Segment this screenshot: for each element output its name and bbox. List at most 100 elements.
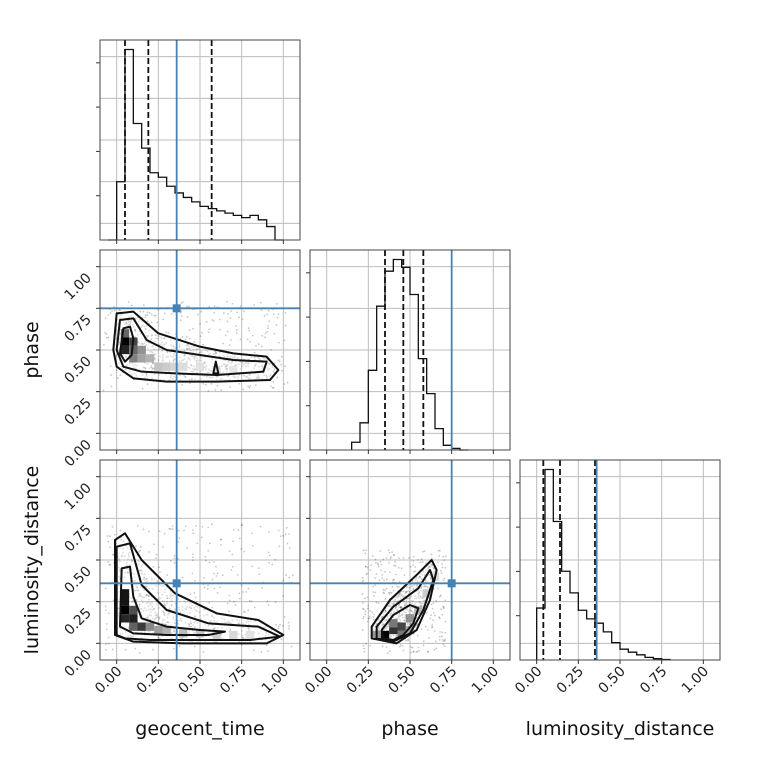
sample-point bbox=[191, 370, 194, 373]
sample-point bbox=[405, 590, 408, 593]
sample-point bbox=[422, 585, 425, 588]
sample-point bbox=[281, 625, 284, 627]
sample-point bbox=[255, 344, 257, 347]
sample-point bbox=[441, 635, 443, 638]
sample-point bbox=[192, 532, 195, 535]
sample-point bbox=[158, 343, 161, 346]
sample-point bbox=[178, 537, 181, 539]
sample-point bbox=[375, 623, 378, 626]
sample-point bbox=[269, 363, 272, 365]
sample-point bbox=[268, 561, 271, 564]
sample-point bbox=[384, 609, 386, 612]
sample-point bbox=[443, 577, 446, 580]
sample-point bbox=[147, 615, 150, 618]
sample-point bbox=[145, 578, 148, 581]
sample-point bbox=[367, 604, 370, 607]
sample-point bbox=[162, 546, 164, 548]
sample-point bbox=[408, 623, 411, 626]
sample-point bbox=[416, 650, 419, 653]
sample-point bbox=[219, 351, 221, 354]
sample-point bbox=[180, 315, 183, 317]
sample-point bbox=[127, 558, 130, 560]
sample-point bbox=[209, 352, 212, 355]
sample-point bbox=[412, 650, 415, 653]
panel-marginal-geocent-time bbox=[96, 39, 301, 244]
sample-point bbox=[265, 375, 268, 378]
sample-point bbox=[184, 601, 187, 604]
sample-point bbox=[408, 597, 411, 600]
sample-point bbox=[439, 595, 441, 598]
sample-point bbox=[443, 645, 446, 648]
sample-point bbox=[391, 585, 394, 588]
sample-point bbox=[396, 596, 399, 599]
sample-point bbox=[282, 534, 285, 537]
sample-point bbox=[143, 607, 146, 610]
sample-point bbox=[231, 361, 234, 363]
sample-point bbox=[187, 631, 190, 634]
sample-point bbox=[392, 634, 395, 637]
sample-point bbox=[138, 318, 141, 321]
sample-point bbox=[384, 610, 387, 613]
sample-point bbox=[169, 339, 172, 342]
sample-point bbox=[274, 601, 277, 603]
sample-point bbox=[197, 313, 200, 316]
sample-point bbox=[221, 377, 224, 380]
sample-point bbox=[372, 591, 375, 594]
sample-point bbox=[245, 591, 248, 593]
sample-point bbox=[381, 616, 384, 618]
sample-point bbox=[369, 615, 371, 618]
sample-point bbox=[397, 594, 400, 597]
sample-point bbox=[241, 361, 244, 364]
sample-point bbox=[404, 603, 406, 606]
sample-point bbox=[387, 625, 390, 628]
sample-point bbox=[362, 608, 365, 611]
sample-point bbox=[400, 606, 402, 608]
sample-point bbox=[427, 567, 430, 569]
sample-point bbox=[188, 606, 191, 608]
sample-point bbox=[206, 371, 209, 374]
sample-point bbox=[250, 356, 253, 359]
sample-point bbox=[153, 578, 156, 580]
sample-point bbox=[121, 313, 123, 316]
sample-point bbox=[207, 624, 210, 627]
sample-point bbox=[134, 329, 137, 332]
sample-point bbox=[231, 565, 234, 568]
sample-point bbox=[384, 611, 387, 614]
sample-point bbox=[381, 573, 384, 576]
y-tick-label: 0.50 bbox=[61, 354, 94, 387]
sample-point bbox=[400, 594, 403, 597]
sample-point bbox=[165, 603, 167, 606]
sample-point bbox=[166, 574, 169, 576]
sample-point bbox=[150, 350, 153, 353]
sample-point bbox=[228, 621, 231, 624]
sample-point bbox=[164, 591, 166, 594]
sample-point bbox=[151, 579, 153, 581]
sample-point bbox=[385, 627, 388, 630]
sample-point bbox=[108, 612, 110, 615]
sample-point bbox=[419, 604, 422, 606]
sample-point bbox=[152, 362, 155, 365]
sample-point bbox=[421, 602, 424, 605]
sample-point bbox=[200, 359, 203, 362]
sample-point bbox=[422, 644, 425, 647]
sample-point bbox=[181, 359, 183, 362]
sample-point bbox=[155, 557, 157, 560]
sample-point bbox=[149, 618, 152, 621]
sample-point bbox=[420, 587, 423, 590]
sample-point bbox=[153, 348, 155, 351]
sample-point bbox=[207, 526, 210, 529]
sample-point bbox=[184, 376, 187, 379]
sample-point bbox=[221, 626, 223, 629]
sample-point bbox=[419, 577, 422, 579]
sample-point bbox=[208, 542, 211, 545]
sample-point bbox=[229, 628, 232, 631]
sample-point bbox=[162, 585, 165, 588]
sample-point bbox=[374, 591, 377, 594]
sample-point bbox=[423, 550, 426, 553]
density-cell bbox=[129, 345, 138, 355]
sample-point bbox=[143, 596, 145, 599]
sample-point bbox=[154, 353, 157, 355]
sample-point bbox=[181, 605, 184, 608]
density-cell bbox=[154, 362, 163, 371]
sample-point bbox=[160, 343, 162, 346]
